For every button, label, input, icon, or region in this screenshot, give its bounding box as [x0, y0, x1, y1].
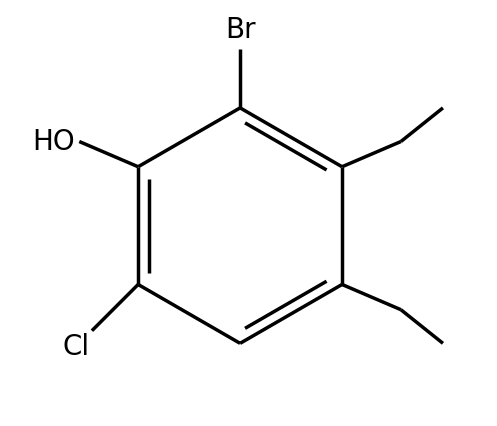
Text: Cl: Cl: [63, 333, 90, 361]
Text: Br: Br: [225, 16, 255, 44]
Text: HO: HO: [32, 127, 75, 155]
